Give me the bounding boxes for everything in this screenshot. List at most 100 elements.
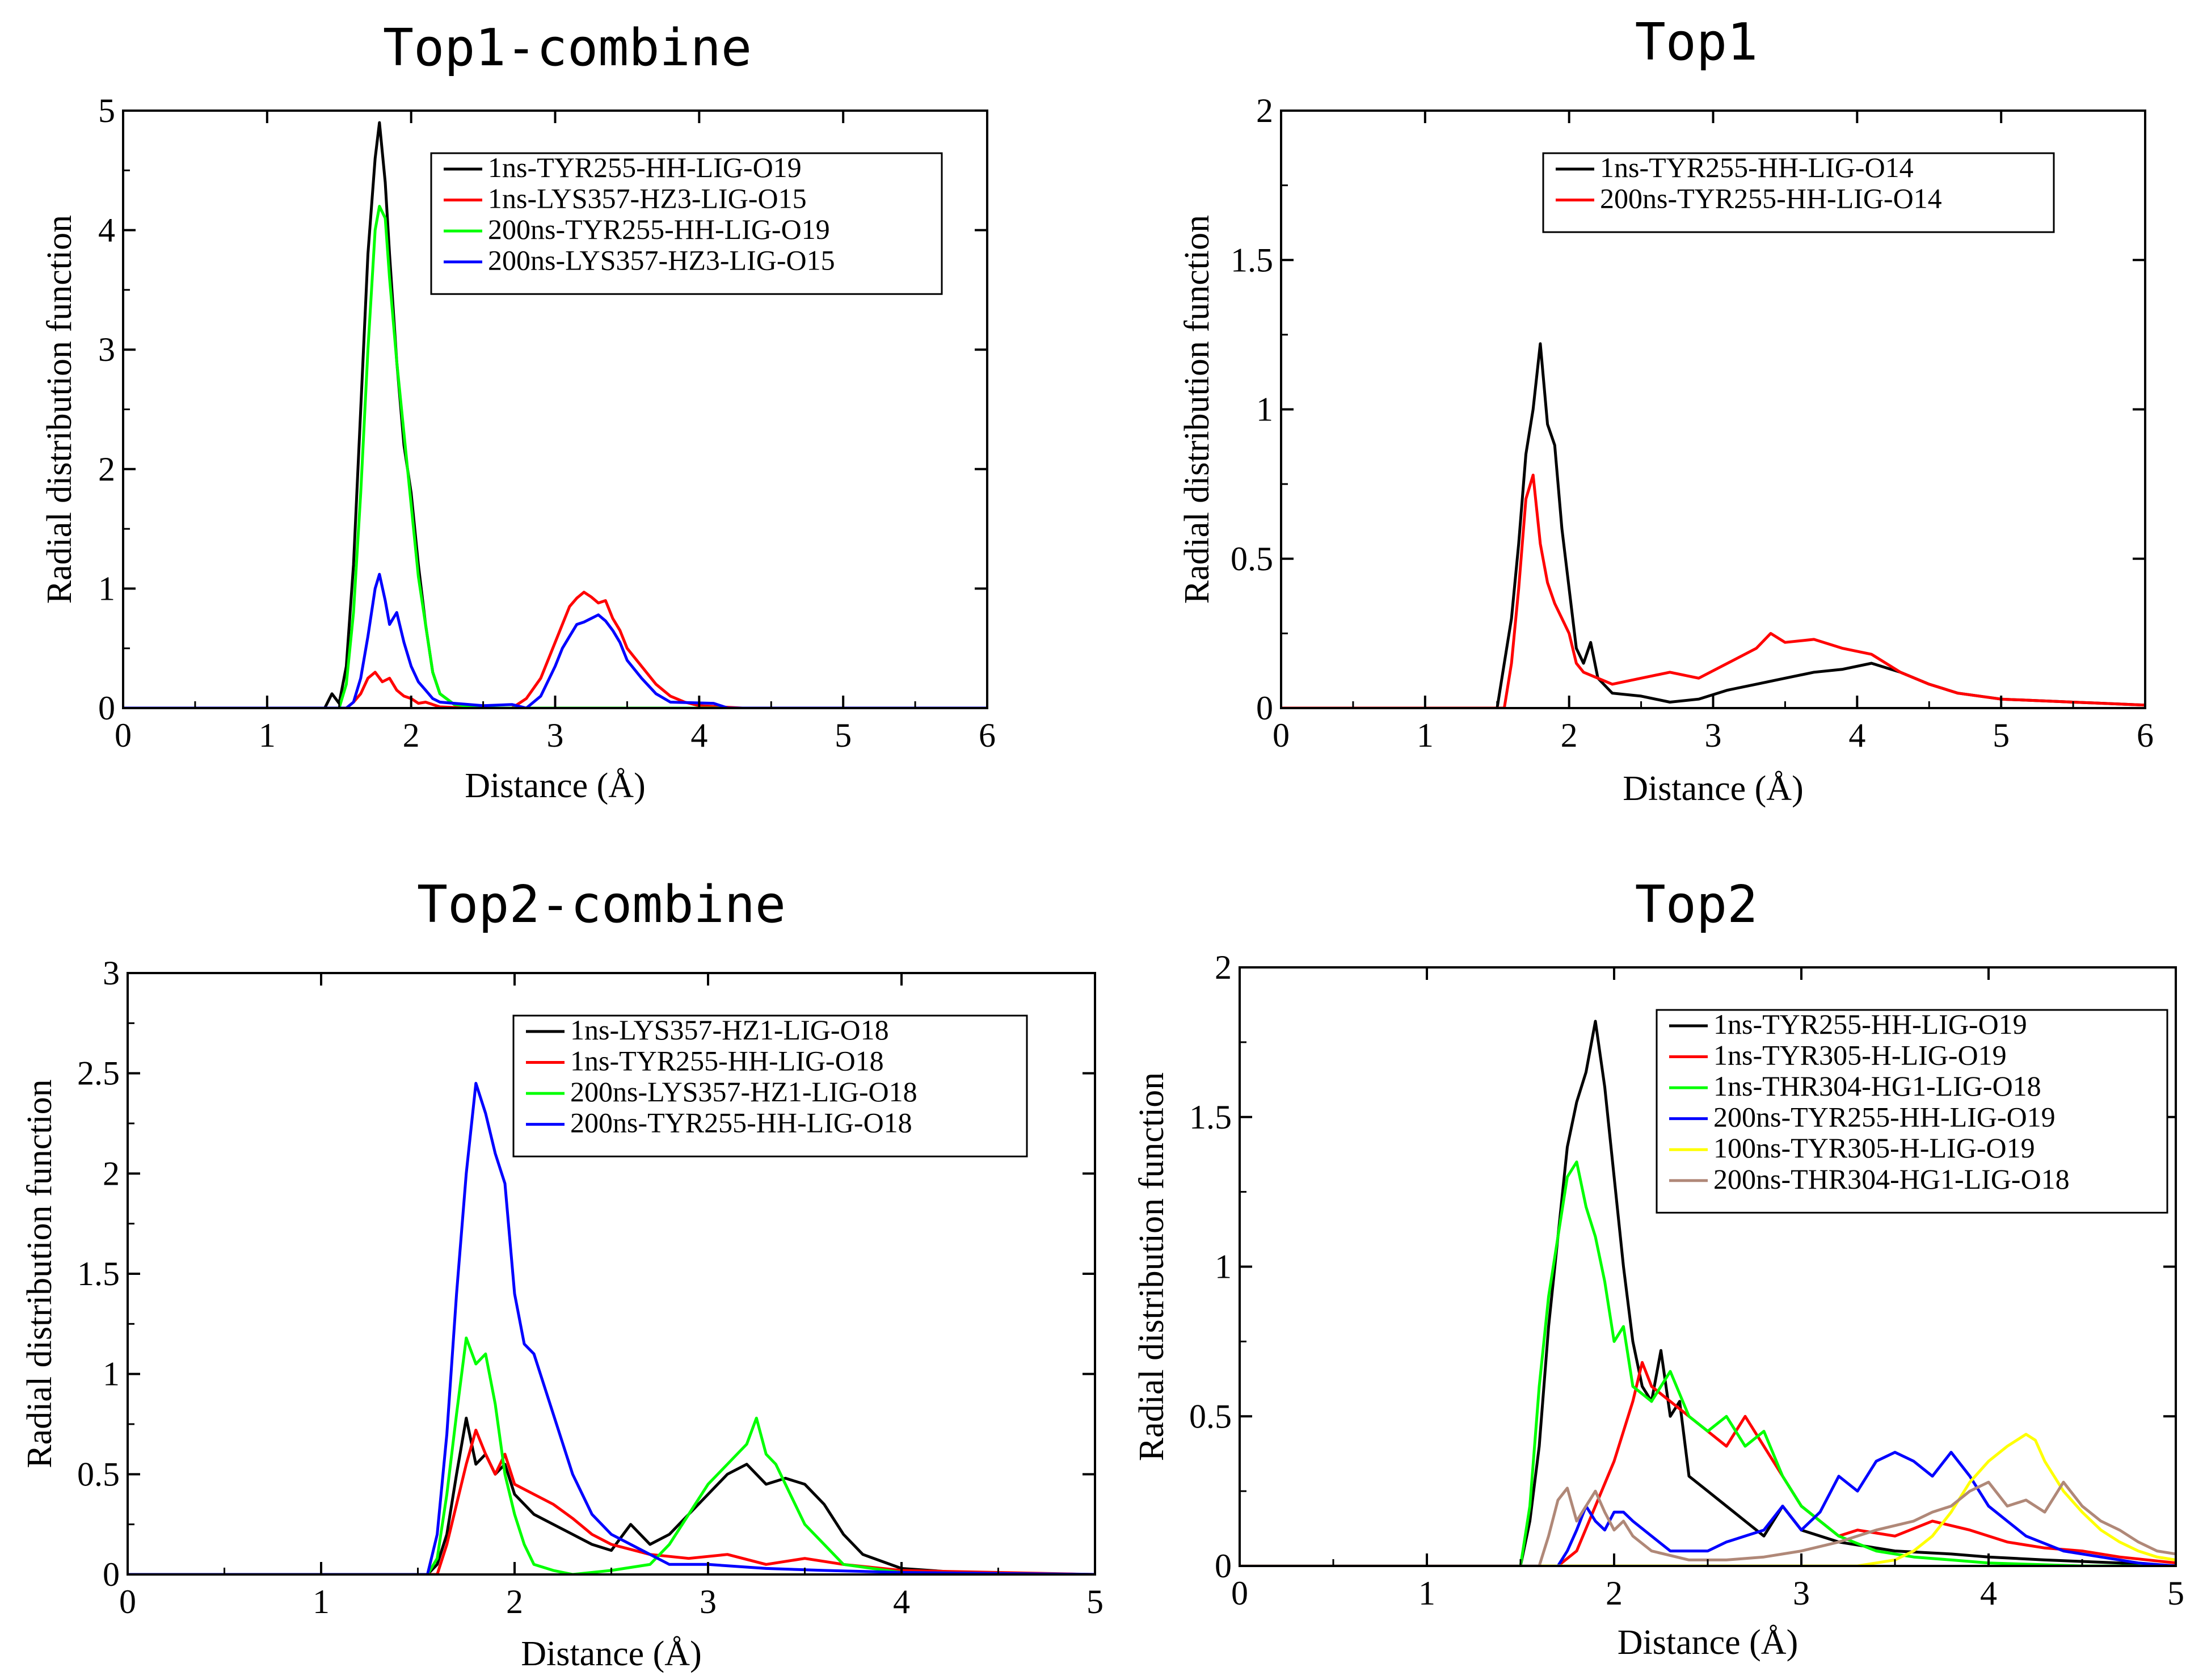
y-tick-label: 2 — [1256, 92, 1273, 129]
y-tick-label: 3 — [103, 954, 120, 992]
y-tick-label: 4 — [98, 212, 115, 249]
x-tick-label: 4 — [1980, 1574, 1997, 1612]
series-lines — [1281, 342, 2145, 708]
legend-entry: 200ns-TYR255-HH-LIG-O18 — [570, 1107, 912, 1139]
legend-entry: 200ns-LYS357-HZ3-LIG-O15 — [488, 245, 835, 276]
legend-entry: 1ns-TYR255-HH-LIG-O14 — [1600, 151, 1914, 183]
x-tick-label: 0 — [1273, 717, 1290, 754]
series-line-200ns-thr304-hg1-lig-o18 — [1240, 1480, 2176, 1566]
legend: 1ns-LYS357-HZ1-LIG-O181ns-TYR255-HH-LIG-… — [512, 1014, 1028, 1157]
series-line-200ns-tyr255-hh-lig-o19 — [1240, 1451, 2176, 1566]
legend-entry: 200ns-TYR255-HH-LIG-O19 — [1713, 1101, 2056, 1133]
x-tick-label: 0 — [119, 1583, 136, 1620]
panel-top1: Top1 0 1 2 3 4 5 6 0 0.5 1 1.5 2 Distance (Å) Radial d… — [1178, 12, 2154, 808]
series-lines — [123, 121, 987, 708]
legend: 1ns-TYR255-HH-LIG-O191ns-TYR305-H-LIG-O1… — [1656, 1008, 2168, 1214]
y-axis-label: Radial distribution function — [1178, 215, 1216, 604]
x-tick-label: 4 — [1848, 717, 1865, 754]
legend-entry: 200ns-TYR255-HH-LIG-O14 — [1600, 183, 1942, 214]
x-tick-label: 6 — [979, 717, 996, 754]
x-tick-label: 3 — [700, 1583, 717, 1620]
y-tick-label: 0.5 — [1189, 1397, 1232, 1435]
y-tick-label: 3 — [98, 331, 115, 368]
y-tick-label: 1.5 — [1231, 241, 1273, 279]
legend-entry: 200ns-THR304-HG1-LIG-O18 — [1713, 1163, 2070, 1195]
y-tick-label: 1 — [103, 1355, 120, 1393]
y-tick-label: 1.5 — [1189, 1098, 1232, 1136]
series-line-100ns-tyr305-h-lig-o19 — [1240, 1433, 2176, 1566]
y-tick-label: 1 — [1256, 391, 1273, 428]
y-tick-label: 2.5 — [77, 1055, 120, 1092]
legend-entry: 1ns-TYR305-H-LIG-O19 — [1713, 1039, 2007, 1071]
y-tick-label: 1.5 — [77, 1255, 120, 1292]
legend-box — [1656, 1009, 2168, 1214]
series-line-1ns-tyr305-h-lig-o19 — [1240, 1361, 2176, 1566]
chart-title: Top2-combine — [417, 875, 786, 934]
y-tick-label: 2 — [98, 450, 115, 488]
y-tick-label: 1 — [1215, 1248, 1232, 1286]
y-tick-label: 0 — [103, 1556, 120, 1593]
x-tick-label: 5 — [2167, 1574, 2184, 1612]
series-line-1ns-thr304-hg1-lig-o18 — [1240, 1160, 2176, 1566]
series-line-200ns-lys357-hz3-lig-o15 — [123, 572, 987, 708]
x-tick-label: 3 — [547, 717, 564, 754]
y-tick-label: 2 — [103, 1155, 120, 1192]
chart-title: Top1-combine — [383, 18, 752, 78]
x-tick-label: 3 — [1793, 1574, 1810, 1612]
panel-top1-combine: Top1-combine 0 1 2 3 4 5 6 0 1 2 3 4 5 Distance (Å) Rad… — [40, 18, 996, 805]
legend-entry: 1ns-LYS357-HZ1-LIG-O18 — [570, 1014, 889, 1046]
series-line-1ns-lys357-hz3-lig-o15 — [123, 591, 987, 708]
legend-entry: 1ns-TYR255-HH-LIG-O19 — [488, 151, 802, 183]
y-tick-label: 0 — [1215, 1547, 1232, 1585]
x-tick-label: 1 — [259, 717, 276, 754]
x-tick-label: 2 — [506, 1583, 523, 1620]
x-tick-label: 5 — [835, 717, 852, 754]
legend: 1ns-TYR255-HH-LIG-O191ns-LYS357-HZ3-LIG-… — [430, 151, 943, 295]
y-tick-label: 0 — [1256, 689, 1273, 727]
x-tick-label: 2 — [403, 717, 420, 754]
legend: 1ns-TYR255-HH-LIG-O14200ns-TYR255-HH-LIG… — [1542, 151, 2055, 233]
x-tick-label: 4 — [690, 717, 707, 754]
x-tick-label: 5 — [1086, 1583, 1104, 1620]
panel-top2: Top2 0 1 2 3 4 5 0 0.5 1 1.5 2 Distance (Å) Radial di… — [1132, 875, 2184, 1662]
x-tick-label: 2 — [1561, 717, 1578, 754]
x-axis-label: Distance (Å) — [465, 767, 645, 805]
y-tick-label: 5 — [98, 92, 115, 129]
y-axis-label: Radial distribution function — [20, 1079, 59, 1468]
x-tick-label: 1 — [1418, 1574, 1435, 1612]
y-tick-label: 0 — [98, 689, 115, 727]
y-tick-label: 0.5 — [77, 1455, 120, 1493]
y-tick-label: 1 — [98, 570, 115, 607]
x-tick-label: 0 — [1231, 1574, 1248, 1612]
legend-box — [512, 1014, 1028, 1157]
x-tick-label: 6 — [2137, 717, 2154, 754]
series-line-200ns-tyr255-hh-lig-o19 — [123, 205, 987, 708]
y-tick-label: 0.5 — [1231, 540, 1273, 578]
x-axis-label: Distance (Å) — [521, 1635, 701, 1673]
y-axis-label: Radial distribution function — [1132, 1072, 1171, 1461]
series-line-1ns-tyr255-hh-lig-o18 — [128, 1429, 1095, 1574]
panel-top2-combine: Top2-combine 0 1 2 3 4 5 0 0.5 1 1.5 2 2.5 3 Distance … — [20, 875, 1104, 1673]
series-line-200ns-tyr255-hh-lig-o14 — [1281, 473, 2145, 708]
x-tick-label: 1 — [1417, 717, 1434, 754]
x-tick-label: 5 — [1993, 717, 2010, 754]
legend-entry: 100ns-TYR305-H-LIG-O19 — [1713, 1132, 2035, 1164]
x-tick-label: 0 — [115, 717, 132, 754]
x-tick-label: 1 — [313, 1583, 330, 1620]
series-line-1ns-tyr255-hh-lig-o19 — [1240, 1020, 2176, 1566]
x-tick-label: 4 — [893, 1583, 910, 1620]
x-axis-label: Distance (Å) — [1618, 1623, 1798, 1662]
legend-box — [430, 152, 943, 295]
series-lines — [1240, 1020, 2176, 1566]
legend-entry: 1ns-TYR255-HH-LIG-O19 — [1713, 1008, 2027, 1040]
legend-box — [1542, 152, 2055, 233]
legend-entry: 200ns-TYR255-HH-LIG-O19 — [488, 213, 830, 245]
legend-entry: 1ns-THR304-HG1-LIG-O18 — [1713, 1070, 2041, 1102]
chart-title: Top1 — [1635, 12, 1758, 72]
x-tick-label: 2 — [1606, 1574, 1623, 1612]
y-axis-label: Radial distribution function — [40, 215, 79, 604]
x-axis-label: Distance (Å) — [1623, 769, 1803, 808]
legend-entry: 200ns-LYS357-HZ1-LIG-O18 — [570, 1076, 917, 1108]
legend-entry: 1ns-TYR255-HH-LIG-O18 — [570, 1045, 884, 1077]
